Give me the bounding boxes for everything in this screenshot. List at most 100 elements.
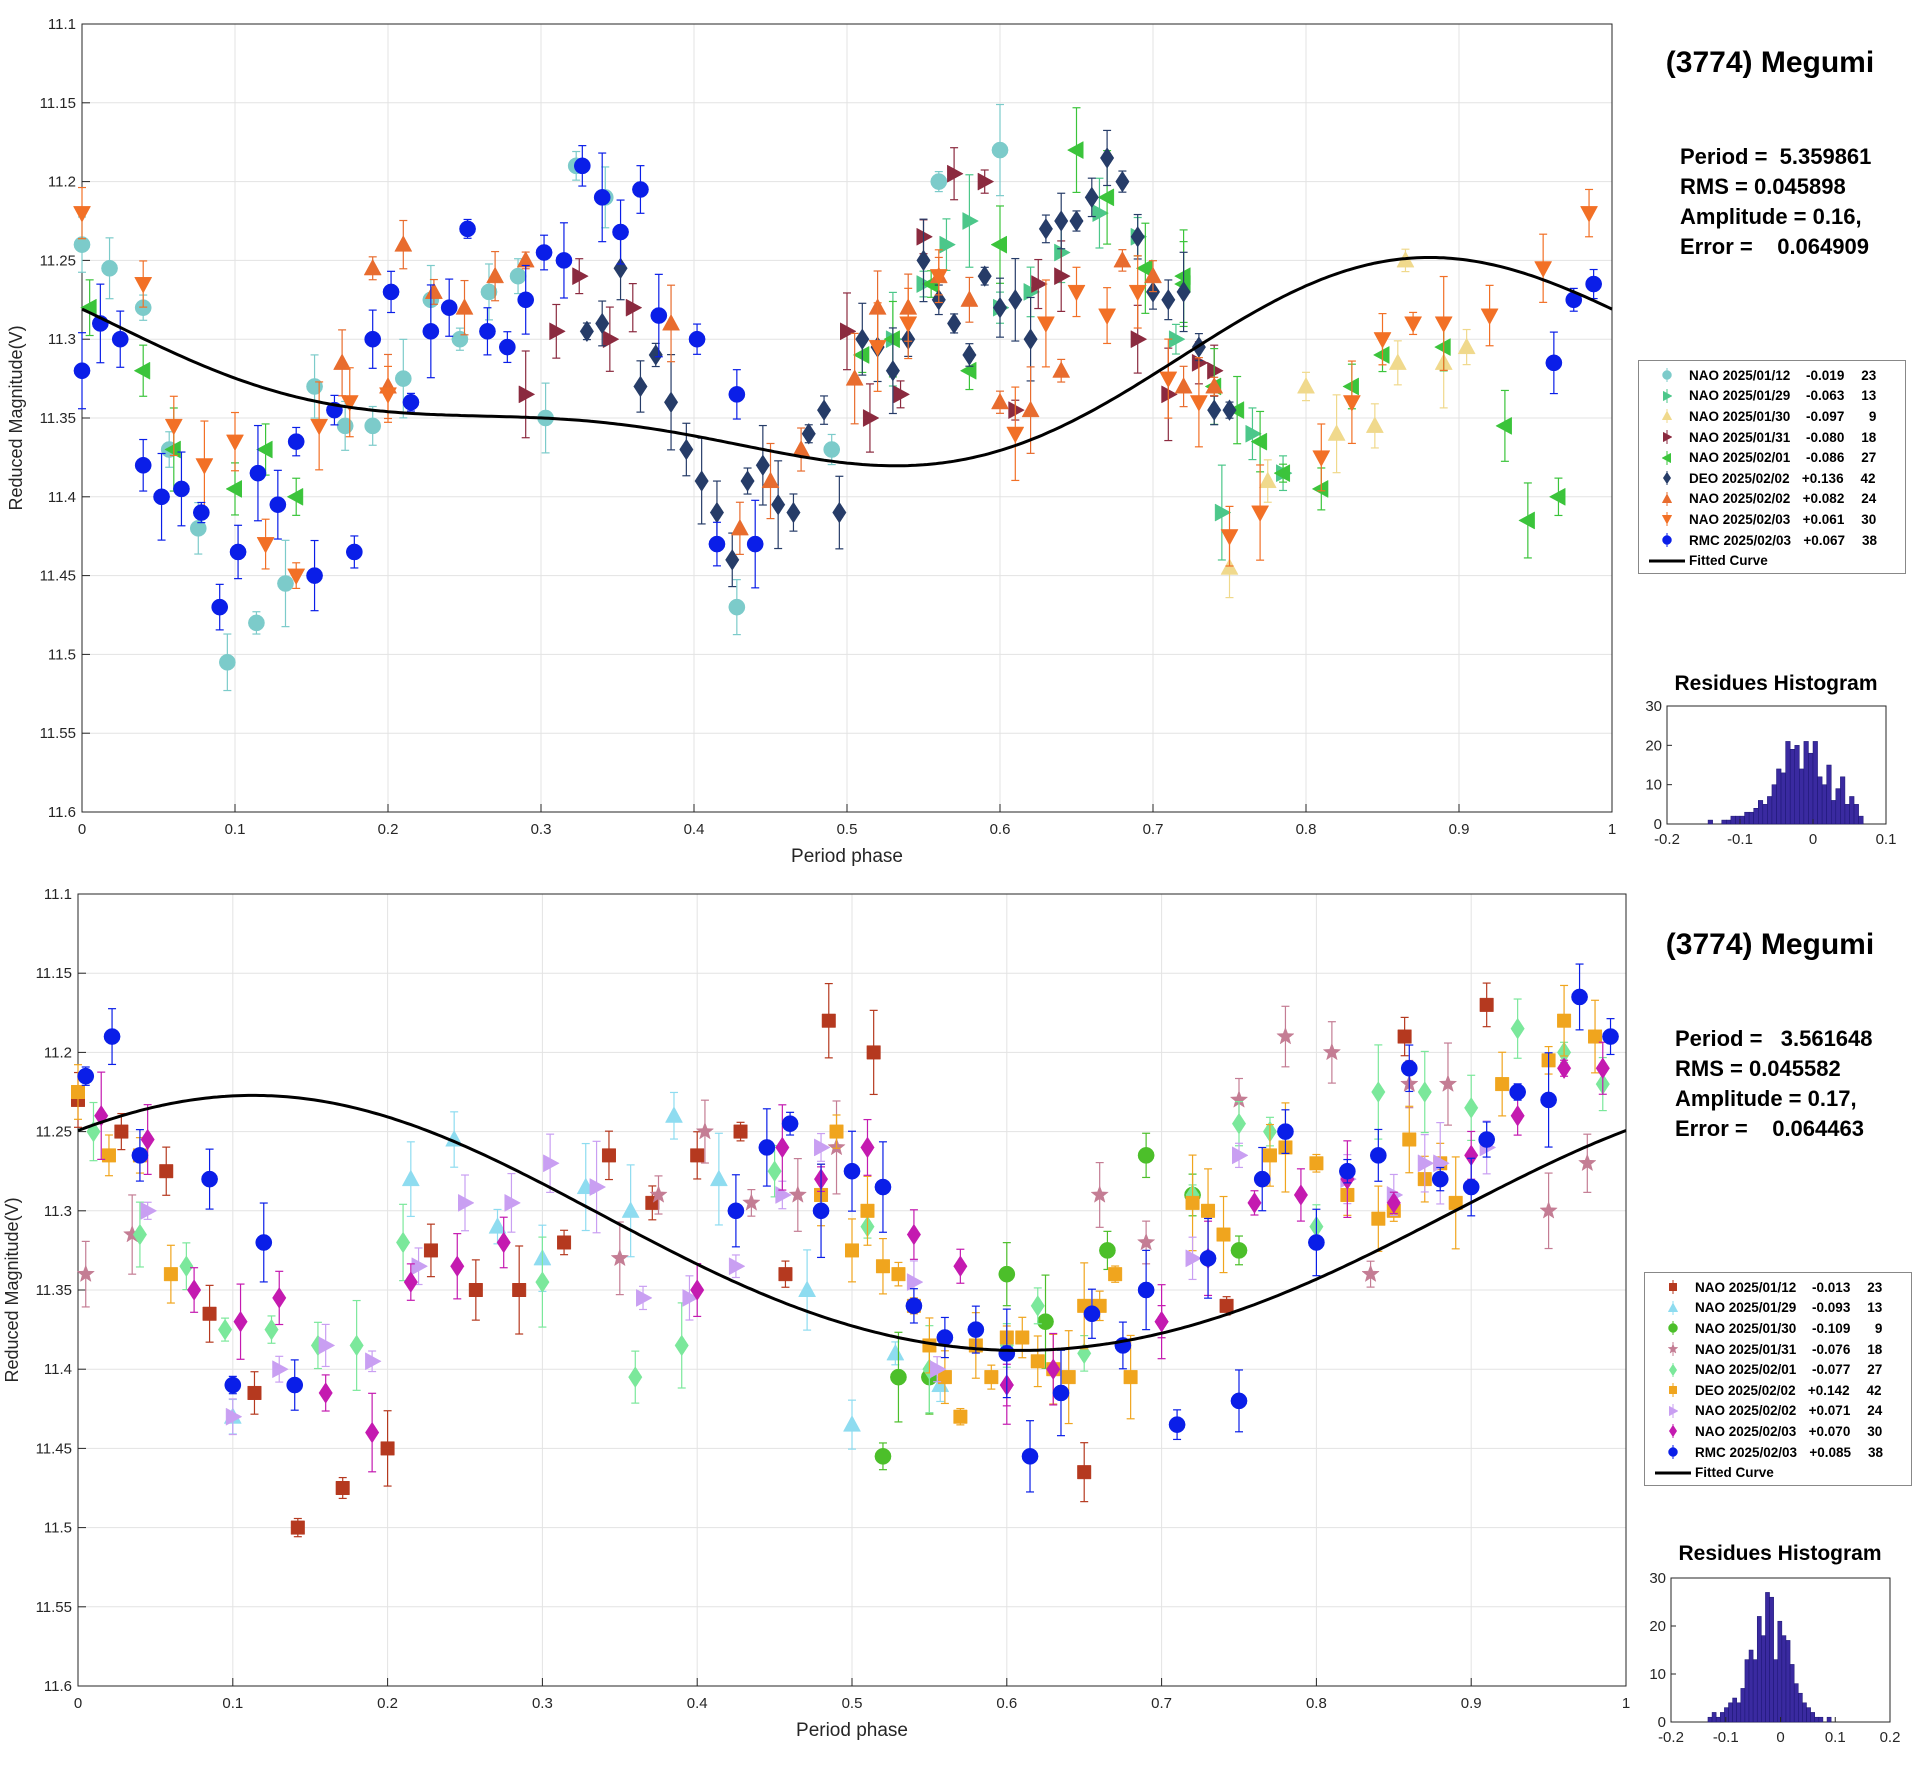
grid <box>77 893 1627 1687</box>
y-tick-label: 11.15 <box>40 95 76 112</box>
legend-line <box>1655 1471 1691 1475</box>
rms-label-bottom: RMS = 0.045582 <box>1675 1056 1841 1081</box>
histogram-bar <box>1761 1635 1766 1723</box>
data-point <box>287 433 305 450</box>
data-point <box>758 1139 776 1156</box>
data-point <box>1231 1112 1247 1135</box>
hist-x-tick-label: 0.1 <box>1876 831 1897 848</box>
data-point <box>875 1259 890 1274</box>
data-point <box>1510 1104 1525 1127</box>
data-point <box>114 1124 129 1139</box>
chart-title-bottom: (3774) Megumi <box>1665 928 1875 961</box>
data-point <box>1030 1295 1045 1317</box>
x-tick-label: 0.7 <box>1151 1695 1172 1712</box>
data-point <box>226 434 244 452</box>
data-point <box>211 598 229 616</box>
data-point <box>1557 1013 1572 1028</box>
data-point <box>1098 308 1117 326</box>
data-point <box>601 1148 616 1163</box>
data-point <box>187 1279 202 1301</box>
data-point <box>695 1121 715 1140</box>
data-point <box>201 1170 218 1188</box>
data-point <box>1199 1249 1217 1267</box>
data-point <box>874 1178 892 1196</box>
rms-label-top: RMS = 0.045898 <box>1680 174 1846 199</box>
y-tick-label: 11.25 <box>36 1124 72 1141</box>
data-point <box>94 1104 109 1127</box>
data-point <box>688 330 706 348</box>
data-point <box>202 1306 217 1321</box>
data-point <box>742 1193 761 1211</box>
y-tick-label: 11.5 <box>48 646 76 663</box>
residues-histogram: -0.2 -0.1 0 0.1 0 10 20 30 Residues Histogram <box>1645 672 1896 848</box>
y-axis-label: Reduced Magnitude(V) <box>6 325 26 510</box>
y-tick-label: 11.35 <box>40 410 76 427</box>
data-point <box>1136 1232 1156 1251</box>
data-point <box>247 1385 262 1400</box>
legend-item: NAO 2025/01/29 -0.093 13 <box>1651 1298 1905 1319</box>
legend-marker <box>1668 1445 1678 1460</box>
data-point <box>1092 204 1109 223</box>
data-point <box>1052 361 1071 378</box>
y-tick-label: 11.6 <box>44 1678 72 1695</box>
x-tick-label: 0 <box>74 1695 82 1712</box>
histogram-bar <box>1798 1692 1803 1723</box>
info-panel-top: (3774) Megumi Period = 5.359861 RMS = 0.… <box>1620 46 1920 262</box>
data-point <box>1222 399 1237 421</box>
x-tick-label: 0.9 <box>1461 1695 1482 1712</box>
data-point <box>1404 316 1423 333</box>
data-point <box>727 1202 745 1220</box>
x-tick-label: 0.8 <box>1306 1695 1327 1712</box>
data-point <box>1021 400 1040 418</box>
data-point <box>1090 1185 1109 1203</box>
data-point <box>1006 426 1025 444</box>
data-point <box>579 320 594 343</box>
data-point <box>349 1334 364 1357</box>
hist-y-tick-label: 10 <box>1645 777 1662 794</box>
data-point <box>953 1255 968 1278</box>
data-point <box>886 1343 905 1361</box>
histogram-bar <box>1707 1716 1713 1723</box>
legend-marker <box>1661 491 1673 506</box>
data-point <box>962 344 977 366</box>
y-tick-label: 11.5 <box>44 1520 72 1537</box>
data-point <box>613 257 628 280</box>
amplitude-label-top: Amplitude = 0.16, <box>1680 204 1862 229</box>
data-point <box>1495 1077 1510 1092</box>
data-point <box>905 1297 923 1315</box>
data-point <box>991 141 1009 159</box>
data-point <box>573 157 591 175</box>
hist-x-tick-label: -0.1 <box>1713 1729 1739 1746</box>
series-4 <box>86 998 1610 1414</box>
data-point <box>255 1234 273 1251</box>
histogram-bar <box>1720 1712 1725 1723</box>
data-point <box>422 322 440 340</box>
data-point <box>336 417 354 435</box>
data-point <box>690 1279 705 1301</box>
data-point <box>1400 1059 1418 1077</box>
data-point <box>960 290 979 307</box>
data-point <box>306 567 323 584</box>
data-point <box>517 291 535 309</box>
x-tick-label: 0.2 <box>377 1695 398 1712</box>
data-point <box>874 1447 892 1465</box>
data-point <box>778 1267 793 1282</box>
data-point <box>1253 1170 1271 1188</box>
data-point <box>451 330 469 348</box>
legend-marker <box>1662 533 1672 548</box>
histogram-bar <box>1748 1649 1754 1723</box>
data-point <box>1069 210 1084 232</box>
data-point <box>1214 503 1232 522</box>
data-point <box>883 330 900 349</box>
data-point <box>937 1370 952 1385</box>
data-point <box>1369 1147 1387 1164</box>
data-point <box>1137 1281 1155 1299</box>
legend-item: NAO 2025/01/12 -0.013 23 <box>1651 1277 1905 1298</box>
histogram-bar <box>1781 1635 1787 1723</box>
data-point <box>1250 432 1268 451</box>
data-point <box>229 543 247 561</box>
error-label-top: Error = 0.064909 <box>1680 234 1869 259</box>
data-point <box>1247 1192 1262 1214</box>
data-point <box>403 1271 418 1293</box>
chart-panel-1: 0 0.1 0.2 0.3 0.4 0.5 0.6 0.7 0.8 0.9 1 11.1 11.15 11… <box>2 886 1900 1746</box>
